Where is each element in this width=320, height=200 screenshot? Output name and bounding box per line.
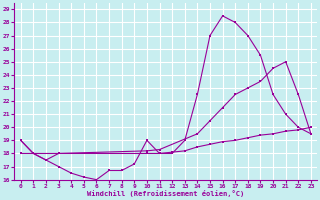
X-axis label: Windchill (Refroidissement éolien,°C): Windchill (Refroidissement éolien,°C) [87, 190, 244, 197]
